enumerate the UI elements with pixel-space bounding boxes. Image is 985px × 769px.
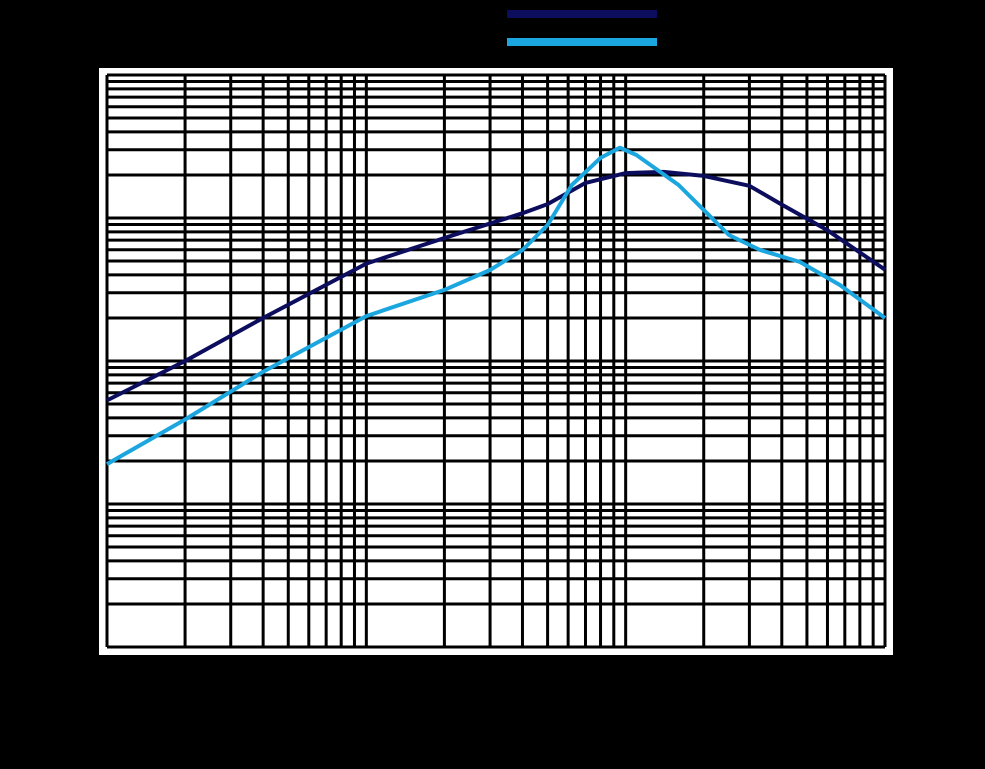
legend-swatch (507, 10, 657, 18)
series-line (106, 169, 887, 403)
series-line (106, 145, 887, 466)
legend-swatch (507, 38, 657, 46)
